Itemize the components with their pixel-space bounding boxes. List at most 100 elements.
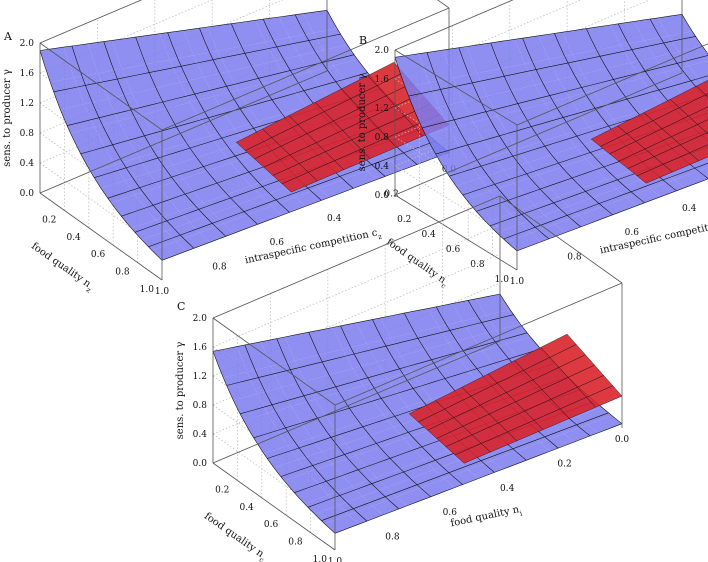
- surface-patch: [199, 223, 234, 243]
- x-axis-label: food quality nc: [382, 237, 450, 291]
- wire-line: [167, 32, 290, 213]
- surface-patch: [674, 170, 708, 188]
- surface-patch: [531, 119, 566, 142]
- wire-line: [226, 314, 514, 386]
- box-edge: [39, 70, 328, 194]
- surface-patch: [223, 371, 258, 401]
- surface-patch: [616, 180, 651, 198]
- surface-patch: [313, 28, 348, 51]
- surface-patch: [452, 298, 487, 322]
- surface-patch: [243, 413, 278, 438]
- surface-patch: [379, 438, 414, 459]
- wire-line: [422, 55, 708, 129]
- surface-patch: [444, 469, 479, 488]
- surface-patch: [63, 43, 98, 78]
- surface-patch: [390, 332, 425, 356]
- surface-patch: [121, 207, 156, 229]
- surface-patch: [603, 99, 638, 120]
- x-tick-label: 1.0: [140, 285, 155, 295]
- x-tick-label: 0.2: [397, 215, 411, 225]
- surface-patch: [529, 424, 564, 443]
- surface-patch: [420, 478, 455, 497]
- grid-line: [212, 433, 336, 522]
- surface-patch: [476, 203, 511, 223]
- surface-patch: [87, 40, 122, 74]
- wire-line: [53, 33, 341, 93]
- wire-line: [503, 162, 708, 240]
- surface-patch: [217, 174, 252, 195]
- surface-patch: [403, 430, 438, 450]
- z-tick-label: 1.6: [20, 69, 35, 79]
- surface-patch: [348, 505, 383, 525]
- surface-patch: [438, 321, 473, 344]
- surface-patch: [131, 219, 166, 240]
- surface-patch: [561, 158, 596, 178]
- surface-patch: [366, 338, 401, 363]
- x-tick-label: 0.4: [421, 230, 436, 240]
- z-tick-label: 2.0: [20, 39, 35, 49]
- wire-line: [244, 344, 368, 522]
- surface-patch: [396, 487, 431, 506]
- surface-patch: [284, 472, 319, 493]
- surface-patch: [415, 107, 450, 135]
- z-tick-label: 1.6: [193, 343, 208, 353]
- grid-line: [394, 0, 651, 109]
- surface-patch: [231, 20, 266, 47]
- box-edge: [39, 192, 163, 281]
- surface-patch: [166, 102, 201, 127]
- y-tick-label: 0.6: [270, 238, 285, 248]
- surface-patch: [193, 183, 228, 203]
- z-axis-label: sens. to producer γ: [2, 69, 13, 167]
- y-axis-label: intraspecific competition cz: [244, 227, 383, 270]
- x-tick-label: 0.6: [91, 250, 106, 260]
- panel-letter: B: [359, 34, 367, 47]
- surface-patch: [592, 188, 627, 207]
- y-tick-label: 1.0: [328, 557, 343, 562]
- surface-patch: [176, 120, 211, 144]
- surface-patch: [479, 170, 514, 192]
- surface-red: [408, 333, 623, 464]
- surface-patch: [458, 451, 493, 470]
- surface-patch: [272, 92, 307, 114]
- surface-patch: [151, 241, 186, 261]
- surface-patch: [308, 327, 343, 355]
- surface-patch: [349, 400, 384, 423]
- y-tick-label: 0.8: [212, 263, 227, 273]
- surface-patch: [260, 337, 295, 367]
- surface-patch: [111, 37, 146, 69]
- surface-patch: [70, 127, 105, 154]
- surface-patch: [175, 232, 210, 252]
- surface-patch: [308, 463, 343, 485]
- surface-patch: [352, 477, 387, 497]
- surface-patch: [658, 14, 693, 36]
- surface-patch: [289, 32, 324, 56]
- surface-patch: [534, 196, 569, 216]
- y-tick-label: 0.6: [625, 228, 640, 238]
- grid-line: [39, 162, 163, 251]
- wire-line: [161, 152, 450, 261]
- surface-patch: [74, 73, 109, 105]
- wire-line: [39, 10, 328, 51]
- surface-patch: [404, 308, 439, 333]
- surface-patch: [506, 233, 541, 251]
- wire-line: [458, 47, 581, 228]
- surface-patch: [315, 392, 350, 416]
- y-tick-label: 0.6: [443, 508, 458, 518]
- wire-line: [334, 423, 623, 534]
- surface-patch: [156, 82, 191, 109]
- surface-patch: [152, 126, 187, 151]
- surface-patch: [486, 213, 521, 233]
- surface-patch: [203, 194, 238, 214]
- surface-patch: [391, 152, 426, 171]
- surface-patch: [558, 188, 593, 207]
- surface-patch: [553, 416, 588, 434]
- surface-patch: [429, 77, 464, 108]
- surface-patch: [410, 364, 445, 386]
- surface-patch: [135, 33, 170, 65]
- z-tick-label: 1.2: [20, 99, 34, 109]
- box-edge: [682, 0, 708, 3]
- surface-red: [590, 80, 708, 184]
- surface-patch: [111, 194, 146, 217]
- surface-patch: [367, 161, 402, 180]
